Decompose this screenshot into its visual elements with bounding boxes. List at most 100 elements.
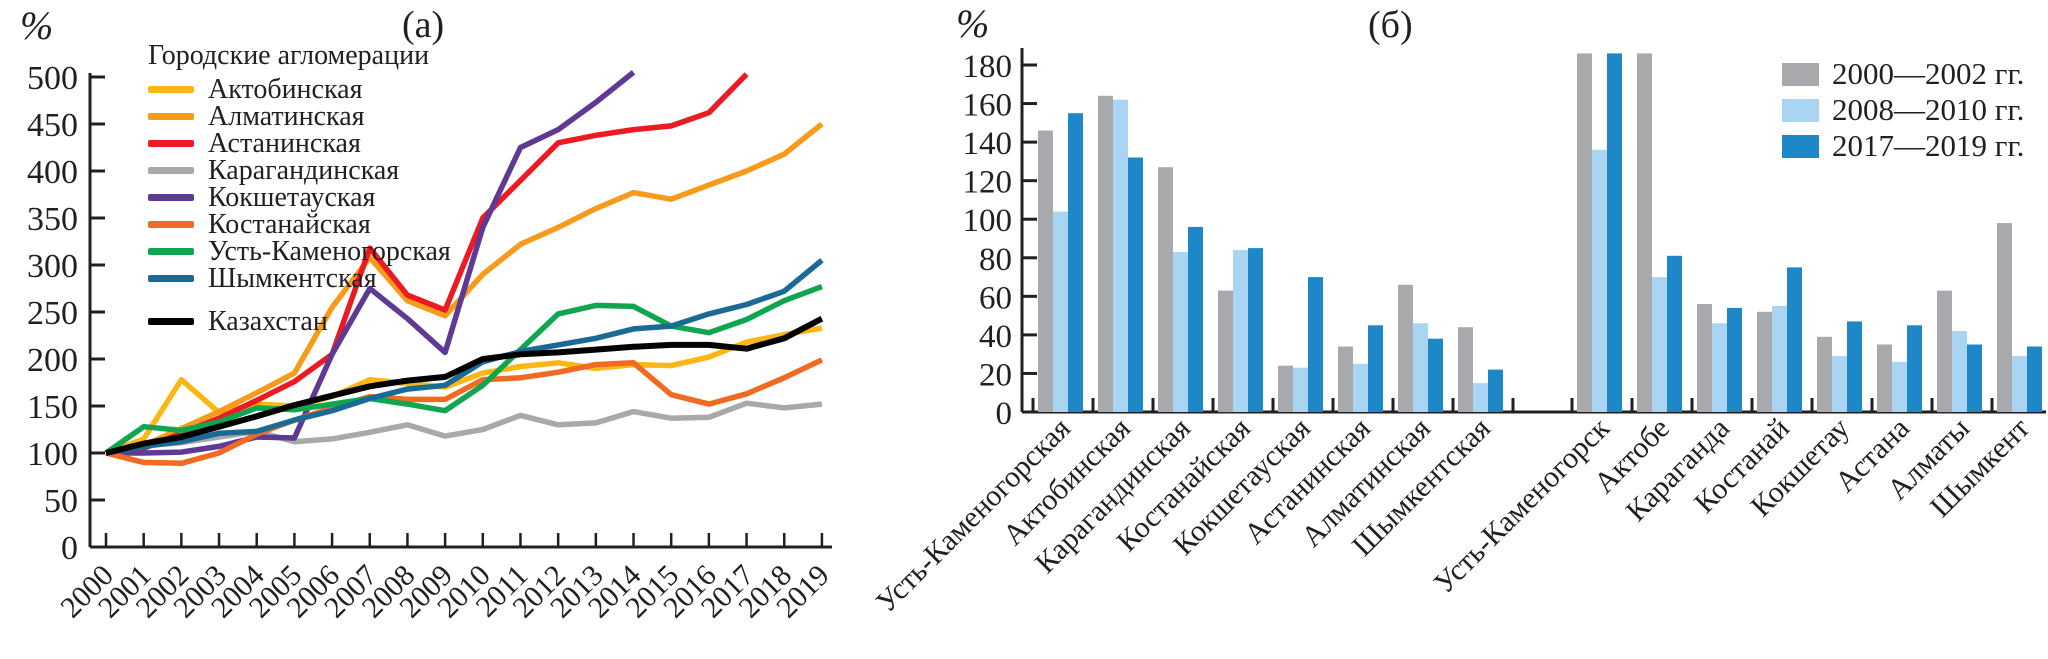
series-line-kostanayskaya xyxy=(105,357,824,467)
bar-astana-city-period-2000-2002 xyxy=(1877,344,1892,412)
series-line-kokshetauskaya xyxy=(106,70,636,456)
bar-almatinskaya-aggl-period-2017-2019 xyxy=(1428,338,1443,412)
bar-aktobe-city-period-2008-2010 xyxy=(1652,277,1667,412)
legend-b-label: 2008—2010 гг. xyxy=(1832,92,2025,127)
bar-shymkent-city-period-2000-2002 xyxy=(1997,223,2012,412)
panel-b-y-tick-label: 120 xyxy=(963,165,1013,201)
bar-astana-city-period-2017-2019 xyxy=(1907,325,1922,413)
bar-shymkentskaya-aggl-period-2017-2019 xyxy=(1488,369,1503,412)
panel-a-y-tick-label: 500 xyxy=(27,60,78,97)
panel-b-y-tick-label: 60 xyxy=(979,280,1012,316)
bar-aktobinskaya-aggl-period-2008-2010 xyxy=(1113,99,1128,412)
bar-kokshetau-city-period-2000-2002 xyxy=(1817,336,1832,412)
bar-almaty-city-period-2017-2019 xyxy=(1967,344,1982,412)
bar-almatinskaya-aggl-period-2008-2010 xyxy=(1413,323,1428,412)
legend-a-label: Казахстан xyxy=(208,305,328,337)
legend-a-swatch-almatinskaya xyxy=(148,113,194,120)
bar-kokshetauskaya-aggl-period-2008-2010 xyxy=(1293,367,1308,412)
bar-ust-kamenogorsk-city-period-2017-2019 xyxy=(1607,53,1622,413)
legend-a-swatch-shymkentskaya xyxy=(148,275,194,282)
legend-b-swatch-period-2017-2019 xyxy=(1782,134,1819,158)
bar-aktobe-city-period-2017-2019 xyxy=(1667,255,1682,412)
bar-shymkent-city-period-2008-2010 xyxy=(2012,356,2027,412)
panel-a-y-tick-label: 0 xyxy=(61,530,78,567)
bar-ust-kamenogorskaya-aggl-period-2008-2010 xyxy=(1053,211,1068,412)
legend-b-item-period-2008-2010: 2008—2010 гг. xyxy=(1782,92,2024,128)
legend-a-swatch-karagandinskaya xyxy=(148,167,194,174)
panel-b-y-tick-label: 160 xyxy=(963,88,1013,124)
bar-ust-kamenogorsk-city-period-2000-2002 xyxy=(1577,53,1592,413)
bar-kokshetau-city-period-2017-2019 xyxy=(1847,321,1862,412)
panel-a-label: (а) xyxy=(402,4,445,46)
panel-a-y-tick-label: 350 xyxy=(27,201,78,238)
bar-kostanay-city-period-2017-2019 xyxy=(1787,267,1802,412)
bar-almaty-city-period-2000-2002 xyxy=(1937,290,1952,413)
series-line-karagandinskaya xyxy=(105,400,823,456)
bar-astana-city-period-2008-2010 xyxy=(1892,361,1907,412)
bar-kostanayskaya-aggl-period-2000-2002 xyxy=(1218,290,1233,413)
panel-b-y-tick-label: 0 xyxy=(996,396,1013,432)
legend-a-item-shymkentskaya: Шымкентская xyxy=(148,262,488,294)
legend-a-swatch-kostanayskaya xyxy=(148,221,194,228)
series-line-ust-kamenogorskaya xyxy=(104,284,823,456)
legend-a-label: Шымкентская xyxy=(208,262,377,294)
legend-a-item-kazakhstan: Казахстан xyxy=(148,305,488,337)
panel-a-y-tick-label: 250 xyxy=(27,295,78,332)
panel-b-legend: 2000—2002 гг. 2008—2010 гг. 2017—2019 гг. xyxy=(1782,56,2024,164)
bar-almatinskaya-aggl-period-2000-2002 xyxy=(1398,284,1413,412)
legend-b-item-period-2017-2019: 2017—2019 гг. xyxy=(1782,128,2024,164)
bar-karagandinskaya-aggl-period-2017-2019 xyxy=(1188,226,1203,412)
legend-a-label: Карагандинская xyxy=(208,154,400,186)
legend-a-label: Усть-Каменогорская xyxy=(208,235,451,267)
bar-astaninskaya-aggl-period-2017-2019 xyxy=(1368,325,1383,413)
bar-kokshetauskaya-aggl-period-2017-2019 xyxy=(1308,277,1323,412)
panel-a-legend: Городские агломерации Актобинская Алматин… xyxy=(148,40,488,337)
bar-karagandinskaya-aggl-period-2008-2010 xyxy=(1173,252,1188,412)
legend-a-item-almatinskaya: Алматинская xyxy=(148,101,488,132)
legend-a-item-kokshetauskaya: Кокшетауская xyxy=(148,181,488,213)
bar-astaninskaya-aggl-period-2008-2010 xyxy=(1353,363,1368,412)
panel-a-y-tick-label: 450 xyxy=(27,107,78,144)
legend-a-swatch-ust-kamenogorskaya xyxy=(148,248,194,255)
bar-aktobinskaya-aggl-period-2017-2019 xyxy=(1128,157,1143,412)
panel-b-y-tick-label: 140 xyxy=(963,126,1013,162)
legend-a-item-kostanayskaya: Костанайская xyxy=(148,209,488,240)
legend-a-label: Кокшетауская xyxy=(208,181,376,213)
panel-b-y-tick-label: 100 xyxy=(963,203,1013,239)
bar-kostanayskaya-aggl-period-2017-2019 xyxy=(1248,248,1263,412)
panel-a-y-tick-label: 100 xyxy=(27,436,78,473)
series-line-kazakhstan xyxy=(105,315,824,456)
bar-karaganda-city-period-2008-2010 xyxy=(1712,323,1727,412)
panel-b-y-tick-label: 40 xyxy=(979,319,1012,355)
bar-ust-kamenogorskaya-aggl-period-2000-2002 xyxy=(1038,130,1053,412)
panel-a-y-tick-label: 50 xyxy=(44,483,78,520)
legend-b-label: 2017—2019 гг. xyxy=(1832,128,2025,163)
panel-a-y-tick-label: 400 xyxy=(27,154,78,191)
panel-b-label: (б) xyxy=(1368,4,1413,46)
panel-b-y-tick-label: 80 xyxy=(979,242,1012,278)
bar-kostanayskaya-aggl-period-2008-2010 xyxy=(1233,250,1248,412)
bar-kokshetauskaya-aggl-period-2000-2002 xyxy=(1278,365,1293,412)
bar-karaganda-city-period-2017-2019 xyxy=(1727,307,1742,412)
legend-a-item-astaninskaya: Астанинская xyxy=(148,128,488,159)
legend-b-item-period-2000-2002: 2000—2002 гг. xyxy=(1782,56,2024,92)
bar-aktobe-city-period-2000-2002 xyxy=(1637,53,1652,413)
legend-a-swatch-kazakhstan xyxy=(148,318,194,325)
bar-ust-kamenogorskaya-aggl-period-2017-2019 xyxy=(1068,113,1083,412)
bar-shymkent-city-period-2017-2019 xyxy=(2027,346,2042,412)
bar-almaty-city-period-2008-2010 xyxy=(1952,331,1967,412)
legend-a-swatch-kokshetauskaya xyxy=(148,194,194,201)
legend-a-item-aktobinskaya: Актобинская xyxy=(148,73,488,105)
legend-b-swatch-period-2008-2010 xyxy=(1782,98,1819,122)
bar-shymkentskaya-aggl-period-2008-2010 xyxy=(1473,383,1488,412)
bar-shymkentskaya-aggl-period-2000-2002 xyxy=(1458,327,1473,412)
legend-a-item-ust-kamenogorskaya: Усть-Каменогорская xyxy=(148,235,488,267)
panel-a-y-tick-label: 300 xyxy=(27,248,78,285)
panel-b-y-tick-label: 180 xyxy=(963,49,1013,85)
legend-a-label: Актобинская xyxy=(208,73,363,105)
legend-b-label: 2000—2002 гг. xyxy=(1832,56,2025,91)
panel-a-y-tick-label: 200 xyxy=(27,342,78,379)
bar-kostanay-city-period-2008-2010 xyxy=(1772,306,1787,412)
